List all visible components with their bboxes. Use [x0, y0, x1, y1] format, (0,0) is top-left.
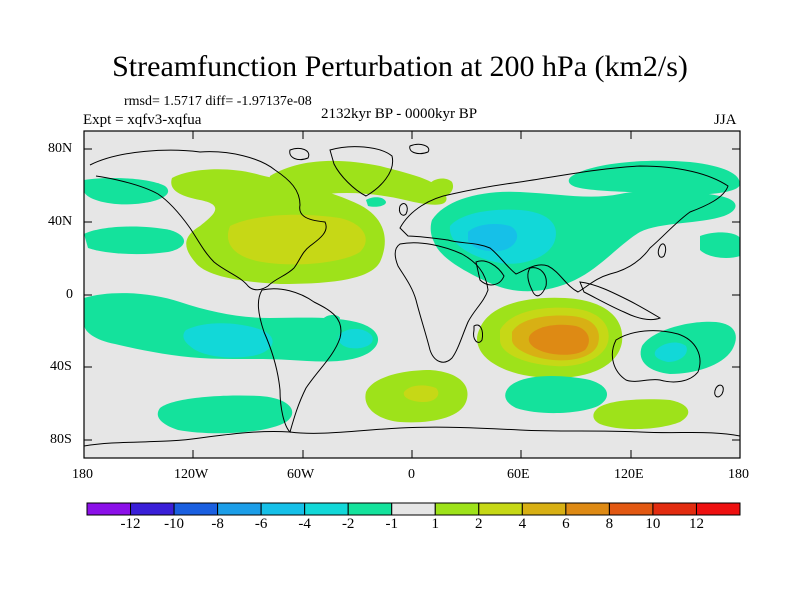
colorbar-label: -6 [254, 516, 268, 532]
colorbar-swatch [652, 502, 697, 516]
colorbar-swatch [565, 502, 610, 516]
colorbar-label: -4 [298, 516, 311, 532]
colorbar-label: -10 [164, 516, 185, 532]
coast-madagascar [473, 324, 483, 343]
colorbar-swatch [260, 502, 306, 516]
colorbar-swatch [608, 502, 654, 516]
contour-cyan-south-pacific [183, 323, 273, 358]
contour-yellow-south-atlantic [403, 385, 439, 402]
colorbar-swatch [173, 502, 219, 516]
coast-africa [394, 242, 489, 363]
contour-cyan-south-america-east [338, 328, 373, 349]
colorbar-label: -8 [211, 516, 224, 532]
contour-teal-east-atlantic [700, 232, 740, 258]
y-tick-label: 0 [66, 287, 73, 302]
coast-south-america [257, 288, 342, 433]
contour-teal-north-pacific-west [84, 226, 185, 255]
colorbar [86, 502, 741, 516]
y-axis-ticks [84, 148, 740, 441]
y-tick-label: 80N [48, 141, 73, 156]
y-tick-label: 40S [50, 359, 72, 374]
coast-greenland [329, 146, 394, 197]
x-tick-label: 120W [174, 467, 209, 482]
coast-north-america [89, 149, 327, 291]
coast-india [527, 267, 547, 297]
y-tick-label: 40N [48, 214, 73, 229]
coast-europe-asia [399, 165, 729, 293]
colorbar-label: -2 [341, 516, 355, 532]
x-tick-label: 120E [614, 467, 644, 482]
chart-title: Streamfunction Perturbation at 200 hPa (… [112, 50, 688, 83]
contour-teal-southern-ocean-indian [505, 376, 608, 414]
colorbar-label: 2 [475, 516, 483, 532]
x-tick-label: 0 [408, 467, 415, 482]
x-axis-ticks [83, 131, 741, 458]
colorbar-label: 6 [562, 516, 570, 532]
coast-british-isles [399, 203, 408, 216]
colorbar-swatch [86, 502, 132, 516]
colorbar-swatch [130, 502, 175, 516]
contour-orange-south-indian [528, 324, 589, 355]
contour-cyan-tasman [654, 342, 687, 362]
period-label: 2132kyr BP - 0000kyr BP [321, 106, 478, 122]
colorbar-label: 12 [688, 516, 704, 532]
contour-teal-northeast-pacific [568, 160, 740, 195]
stats-text: rmsd= 1.5717 diff= -1.97137e-08 [124, 94, 312, 109]
contour-teal-northwest-pacific [84, 178, 169, 205]
colorbar-label: 10 [645, 516, 661, 532]
colorbar-label: -12 [120, 516, 141, 532]
coast-new-zealand [714, 384, 724, 398]
contour-yellow-north-atlantic [227, 214, 366, 265]
x-tick-label: 60E [507, 467, 530, 482]
contour-field [84, 131, 740, 458]
x-tick-label: 180 [72, 467, 93, 482]
colorbar-swatch [347, 502, 393, 516]
contour-teal-small-atlantic-north [366, 197, 386, 207]
experiment-label: Expt = xqfv3-xqfua [83, 112, 202, 128]
coast-arctic-islands [289, 143, 430, 161]
colorbar-swatch [217, 502, 262, 516]
season-label: JJA [714, 112, 737, 128]
coast-antarctica [84, 426, 740, 447]
contour-green-small-east-europe [427, 178, 454, 198]
x-tick-label: 60W [287, 467, 315, 482]
contour-blue-eurasia [468, 224, 518, 252]
coast-southeast-asia [579, 281, 662, 321]
coastlines [84, 143, 740, 447]
colorbar-swatch [521, 502, 567, 516]
coast-arabia [475, 260, 505, 286]
colorbar-swatch [478, 502, 523, 516]
contour-teal-southern-ocean-west [157, 395, 293, 434]
colorbar-swatch [304, 502, 349, 516]
contour-green-north-america-arm [269, 160, 447, 205]
colorbar-swatch [391, 502, 436, 516]
colorbar-swatch [434, 502, 480, 516]
colorbar-label: 4 [518, 516, 527, 532]
coast-japan [657, 243, 667, 258]
colorbar-label: 1 [431, 516, 440, 532]
contour-green-southern-pacific [593, 399, 689, 430]
y-tick-label: 80S [50, 432, 72, 447]
colorbar-label: -1 [385, 516, 398, 532]
contour-teal-west-pacific-south [84, 300, 92, 326]
colorbar-label: 8 [605, 516, 614, 532]
colorbar-swatch [695, 502, 741, 516]
x-tick-label: 180 [728, 467, 749, 482]
coast-australia [611, 330, 701, 383]
